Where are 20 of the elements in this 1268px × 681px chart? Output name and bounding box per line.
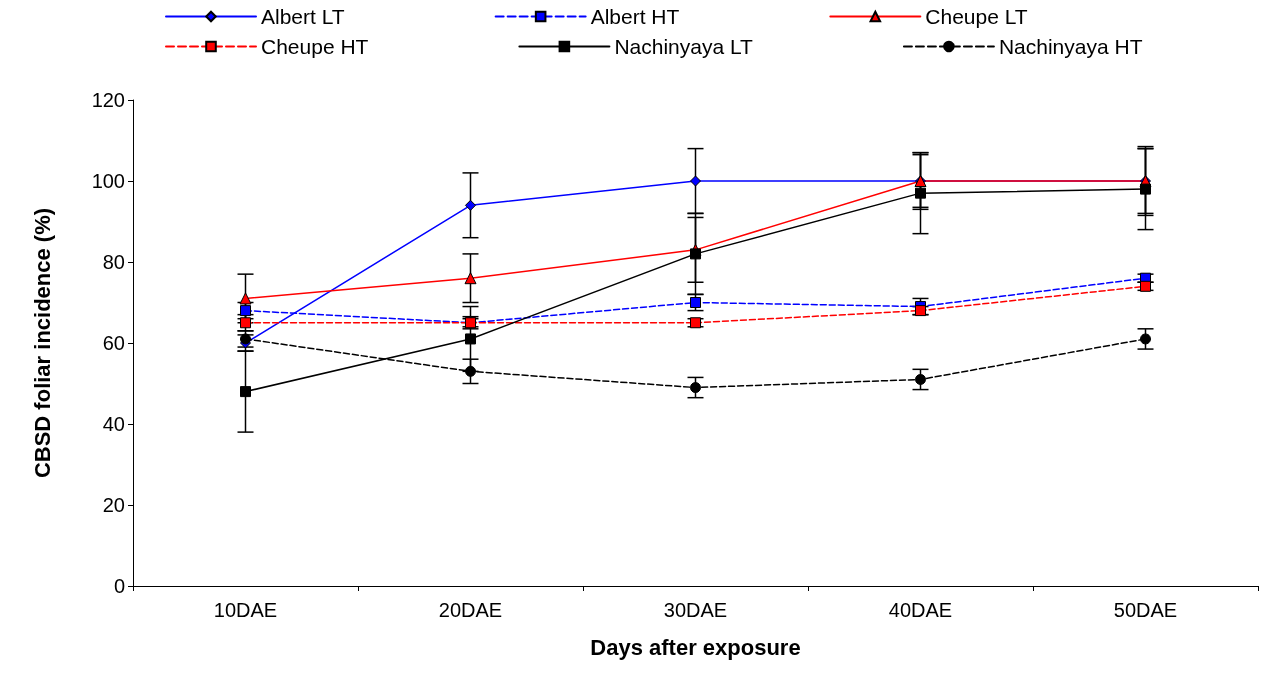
legend-label: Cheupe HT (261, 35, 369, 58)
legend-label: Nachinyaya HT (998, 35, 1143, 58)
y-tick-label: 120 (91, 89, 125, 111)
legend-label: Nachinyaya LT (614, 35, 754, 58)
x-tick-label: 40DAE (888, 599, 953, 621)
y-tick-label: 20 (102, 494, 125, 516)
y-axis-title: CBSD foliar incidence (%) (29, 207, 55, 479)
x-tick-label: 50DAE (1113, 599, 1178, 621)
y-tick-label: 60 (102, 332, 125, 354)
x-tick-label: 20DAE (438, 599, 503, 621)
legend-label: Albert HT (590, 5, 680, 28)
x-tick-label: 30DAE (663, 599, 728, 621)
y-tick-label: 80 (102, 251, 125, 273)
y-tick-label: 40 (102, 413, 125, 435)
x-axis-title: Days after exposure (590, 634, 801, 660)
x-tick-label: 10DAE (213, 599, 278, 621)
legend-label: Cheupe LT (925, 5, 1028, 28)
y-tick-label: 0 (113, 575, 125, 597)
y-tick-label: 100 (91, 170, 125, 192)
legend-label: Albert LT (261, 5, 345, 28)
